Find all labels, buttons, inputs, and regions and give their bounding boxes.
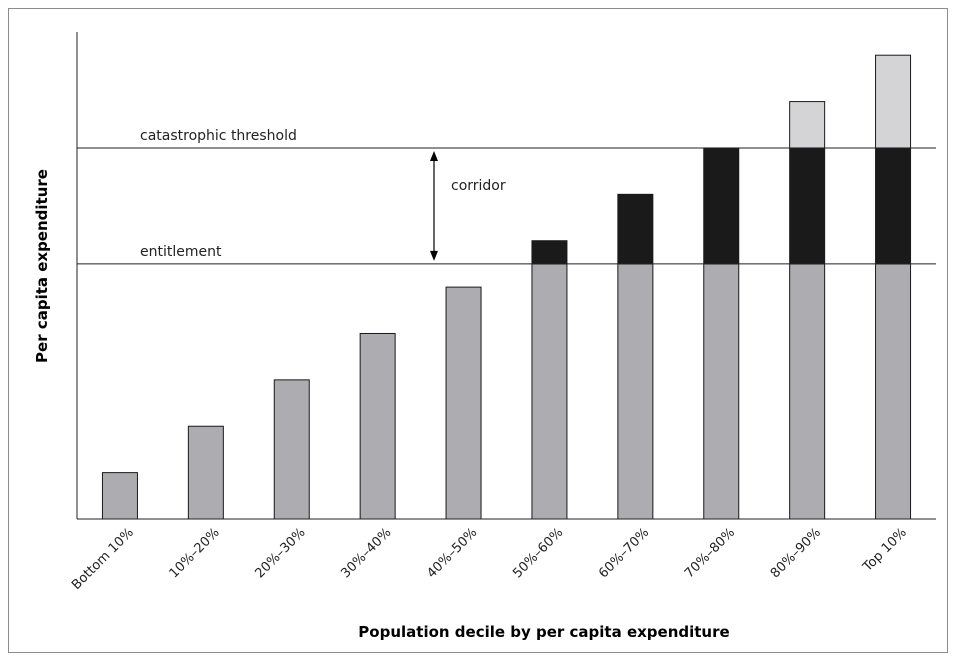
- y-axis-title: Per capita expenditure: [33, 169, 51, 363]
- x-tick-label-1: Bottom 10%: [69, 525, 137, 593]
- entitlement-label: entitlement: [140, 244, 222, 260]
- catastrophic-threshold-label: catastrophic threshold: [140, 128, 297, 144]
- bar-segment-9-1: [789, 263, 826, 520]
- bar-segment-9-3: [789, 101, 826, 149]
- bar-segment-7-2: [617, 193, 654, 265]
- x-tick-label-8: 70%–80%: [682, 525, 738, 581]
- axes-group: [76, 32, 936, 520]
- reference-lines-group: catastrophic threshold entitlement: [77, 128, 936, 265]
- x-tick-label-7: 60%–70%: [596, 525, 652, 581]
- bar-segment-7-1: [617, 263, 654, 520]
- x-tick-label-2: 10%–20%: [167, 525, 223, 581]
- bar-segment-5-1: [445, 286, 482, 520]
- x-tick-label-4: 30%–40%: [338, 525, 394, 581]
- bar-segment-4-1: [359, 332, 396, 520]
- bar-segment-9-2: [789, 147, 826, 265]
- x-tick-label-10: Top 10%: [860, 525, 910, 575]
- corridor-arrowhead-top: [430, 150, 438, 161]
- chart-frame: [8, 8, 948, 653]
- bar-segment-8-2: [703, 147, 740, 265]
- bar-segment-6-1: [531, 263, 568, 520]
- bar-segment-2-1: [187, 425, 224, 520]
- bar-segment-10-1: [875, 263, 912, 520]
- bar-segment-1-1: [101, 472, 138, 520]
- bar-segment-3-1: [273, 379, 310, 520]
- x-tick-labels-group: Bottom 10% 10%–20% 20%–30% 30%–40% 40%–50% 50…: [69, 525, 910, 593]
- x-tick-label-5: 40%–50%: [424, 525, 480, 581]
- bar-segment-10-3: [875, 54, 912, 149]
- corridor-label: corridor: [451, 178, 506, 194]
- x-tick-label-3: 20%–30%: [253, 525, 309, 581]
- x-tick-label-9: 80%–90%: [768, 525, 824, 581]
- x-tick-label-6: 50%–60%: [510, 525, 566, 581]
- bar-segment-8-1: [703, 263, 740, 520]
- bar-segment-6-2: [531, 240, 568, 265]
- bars-group: [101, 54, 912, 520]
- x-axis-title: Population decile by per capita expendit…: [358, 623, 729, 641]
- bar-segment-10-2: [875, 147, 912, 265]
- corridor-arrowhead-bottom: [430, 250, 438, 261]
- corridor-annotation: corridor: [430, 150, 506, 261]
